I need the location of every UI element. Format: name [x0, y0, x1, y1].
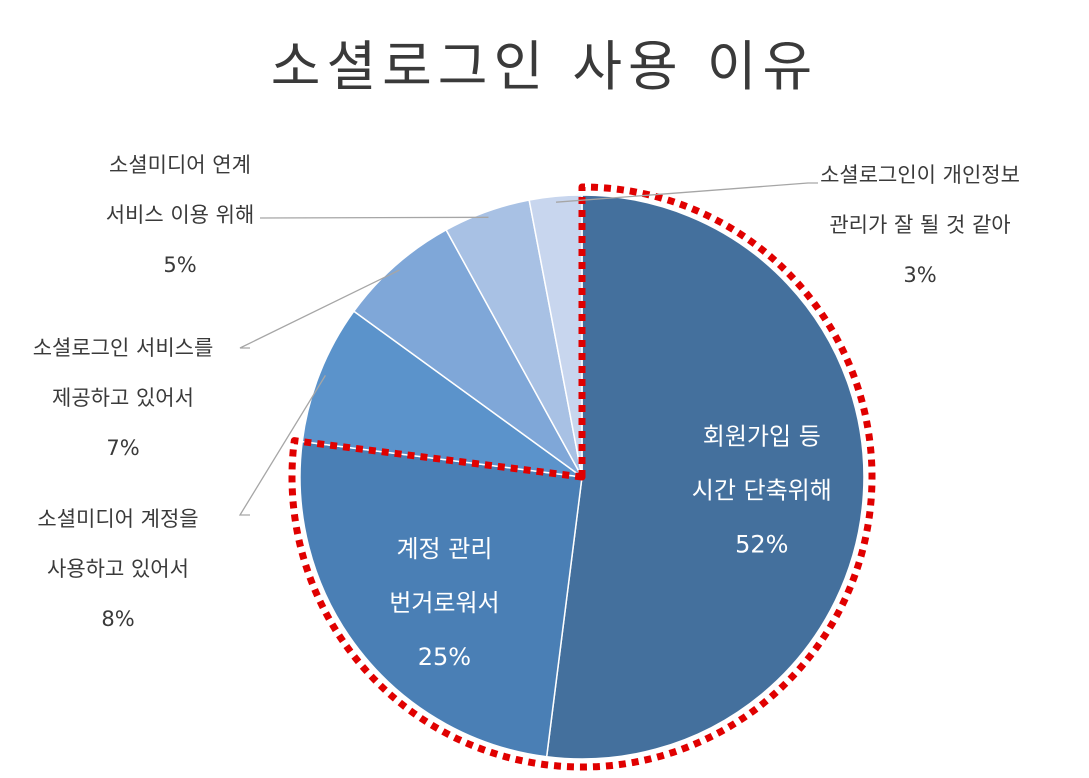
slice-label-0-line-2: 52%	[735, 531, 788, 559]
pie-slice-3	[352, 228, 583, 478]
pie-slice-2	[301, 310, 583, 478]
leader-line-4	[259, 216, 489, 219]
slice-label-5-line-1: 관리가 잘 될 것 같아	[829, 213, 1010, 237]
leader-line-5	[555, 182, 818, 203]
slice-label-4-line-0: 소셜미디어 연계	[109, 153, 251, 177]
slice-label-0-line-0: 회원가입 등	[703, 423, 821, 451]
slice-label-4-line-2: 5%	[163, 253, 196, 277]
slice-label-3-line-2: 7%	[106, 436, 139, 460]
slice-label-0-line-1: 시간 단축위해	[692, 477, 832, 505]
pie-slice-5	[528, 194, 583, 478]
slice-label-1-line-1: 번거로워서	[389, 589, 499, 617]
leader-line-3	[239, 269, 400, 349]
slice-label-1-line-2: 25%	[418, 643, 471, 671]
slice-label-1-line-0: 계정 관리	[396, 535, 492, 563]
highlight-outline	[288, 183, 876, 771]
slice-label-5-line-0: 소셜로그인이 개인정보	[820, 163, 1020, 187]
pie-slice-0	[545, 194, 865, 760]
leader-line-2	[238, 375, 326, 516]
slice-label-2-line-1: 사용하고 있어서	[47, 557, 189, 581]
slice-label-5-line-2: 3%	[903, 263, 936, 287]
slice-label-3-line-0: 소셜로그인 서비스를	[33, 336, 214, 360]
slice-label-3-line-1: 제공하고 있어서	[52, 386, 194, 410]
slice-label-4-line-1: 서비스 이용 위해	[106, 203, 255, 227]
slice-label-2-line-0: 소셜미디어 계정을	[37, 507, 198, 531]
chart-title: 소셜로그인 사용 이유	[270, 35, 819, 98]
slice-label-2-line-2: 8%	[101, 607, 134, 631]
pie-slice-1	[299, 440, 583, 758]
